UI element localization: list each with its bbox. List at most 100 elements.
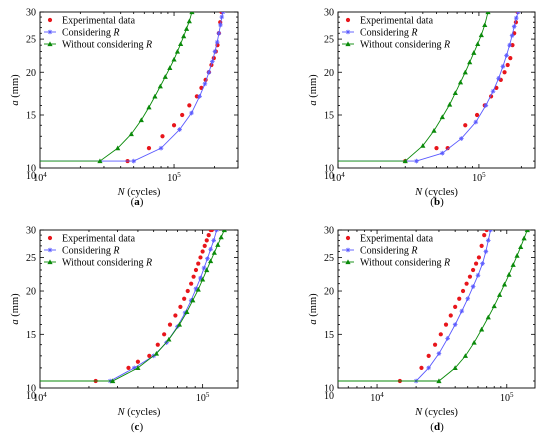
x-tick-label: 104 — [33, 391, 47, 404]
legend-marker — [47, 29, 53, 35]
data-point — [488, 230, 493, 233]
data-point — [186, 18, 192, 24]
data-point — [457, 296, 462, 301]
legend-marker — [345, 259, 351, 265]
y-tick-label: 20 — [324, 287, 334, 298]
panel-label: (a) — [131, 196, 144, 208]
data-point — [470, 284, 476, 289]
data-point — [198, 255, 203, 260]
panel-label: (d) — [430, 421, 444, 433]
series-1 — [93, 230, 214, 384]
legend-marker — [345, 17, 351, 23]
y-tick-label: 10 — [324, 171, 334, 182]
y-tick-label: 10 — [26, 384, 36, 395]
data-point — [515, 12, 521, 15]
plot-area — [40, 12, 226, 164]
x-tick-label: 105 — [167, 171, 181, 184]
data-point — [475, 273, 481, 278]
data-point — [146, 146, 152, 151]
data-point — [513, 15, 519, 21]
data-point — [504, 53, 509, 58]
data-point — [439, 114, 445, 120]
data-point — [436, 378, 442, 384]
data-point — [440, 150, 445, 156]
y-tick-label: 30 — [26, 226, 36, 237]
data-point — [189, 12, 195, 15]
panel-label: (c) — [131, 421, 144, 433]
y-tick-label: 15 — [324, 110, 334, 121]
data-point — [485, 314, 491, 320]
series-1 — [397, 230, 489, 384]
data-point — [465, 296, 471, 302]
data-point — [479, 326, 485, 332]
y-tick-label: 15 — [324, 330, 334, 341]
legend-label: Experimental data — [62, 16, 136, 27]
y-tick-label: 30 — [324, 226, 334, 237]
data-point — [514, 253, 520, 258]
data-point — [160, 134, 165, 139]
data-point — [459, 308, 465, 314]
data-point — [436, 351, 442, 356]
y-tick-label: 30 — [324, 8, 334, 19]
data-point — [202, 243, 207, 248]
data-point — [153, 350, 160, 356]
data-point — [171, 123, 177, 128]
data-point — [491, 303, 497, 309]
data-point — [402, 158, 408, 164]
data-point — [146, 104, 152, 110]
legend-label: Without considering R — [360, 40, 450, 51]
data-point — [178, 41, 184, 47]
series-2 — [40, 12, 226, 164]
data-point — [185, 288, 190, 294]
data-point — [194, 94, 199, 99]
data-point — [478, 32, 484, 38]
y-axis-label: a (mm) — [308, 293, 319, 325]
data-point — [155, 342, 160, 347]
data-point — [511, 24, 517, 29]
x-axis-label: N (cycles) — [117, 187, 161, 198]
data-point — [167, 65, 173, 70]
data-point — [521, 235, 527, 241]
data-point — [178, 304, 183, 309]
data-point — [204, 238, 209, 243]
legend-label: Experimental data — [360, 16, 434, 27]
data-point — [447, 101, 453, 107]
data-point — [166, 336, 172, 342]
data-point — [524, 230, 530, 233]
legend-label: Without considering R — [62, 40, 152, 51]
data-point — [509, 33, 515, 38]
legend-label: Experimental data — [62, 234, 136, 245]
y-axis-label: a (mm) — [308, 74, 319, 106]
data-point — [200, 276, 206, 282]
data-point — [205, 256, 210, 261]
data-point — [162, 74, 168, 79]
data-point — [190, 297, 196, 303]
x-tick-label: 105 — [196, 391, 210, 404]
data-point — [473, 261, 479, 266]
data-point — [138, 117, 144, 123]
data-point — [460, 288, 466, 294]
data-point — [510, 262, 516, 267]
plot-area — [338, 230, 530, 384]
data-point — [219, 14, 225, 20]
data-point — [218, 22, 223, 28]
data-point — [471, 339, 477, 345]
y-tick-label: 25 — [324, 35, 334, 46]
data-point — [483, 249, 489, 254]
data-point — [467, 274, 473, 279]
data-point — [483, 103, 489, 108]
data-point — [201, 265, 207, 271]
data-point — [211, 238, 217, 243]
data-point — [496, 76, 501, 81]
data-point — [135, 365, 141, 370]
data-point — [484, 230, 489, 233]
data-point — [485, 12, 491, 15]
data-point — [195, 286, 201, 292]
series-3 — [40, 230, 227, 384]
data-point — [189, 281, 194, 286]
data-point — [171, 56, 177, 62]
y-tick-label: 20 — [26, 68, 36, 79]
y-tick-label: 25 — [324, 253, 334, 264]
